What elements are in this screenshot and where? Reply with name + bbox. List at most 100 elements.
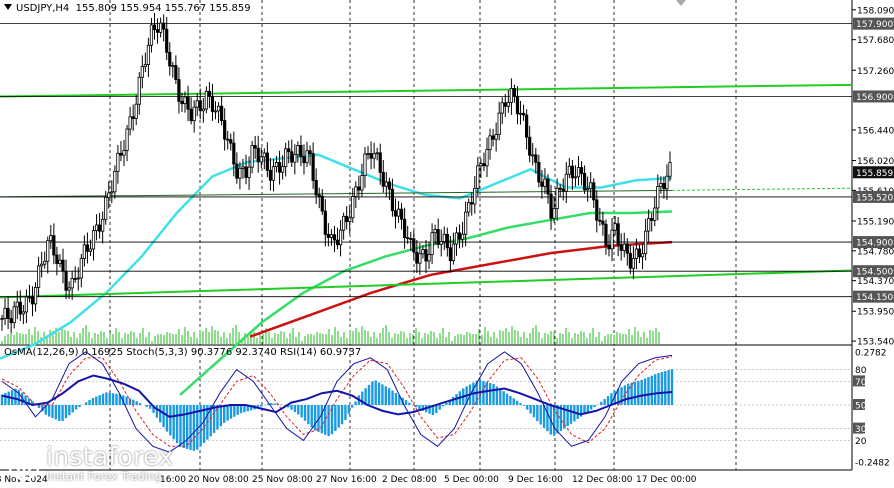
candle-body [509, 88, 513, 103]
candle-body [40, 263, 44, 267]
candle-body [454, 232, 459, 245]
candle-body [82, 244, 86, 259]
candle-body [360, 175, 364, 191]
trendline-upper [0, 83, 853, 98]
price-tick-label: 153.950 [857, 308, 894, 318]
price-level-tag: 154.900 [856, 239, 893, 249]
candle-body [427, 254, 431, 262]
candle-body [281, 166, 285, 173]
candlesticks [0, 13, 672, 334]
candle-body [619, 244, 623, 251]
candle-body [430, 232, 434, 256]
candle-body [6, 307, 10, 319]
candle-body [27, 296, 32, 299]
candle-body [119, 152, 123, 156]
rsi-line [1, 374, 673, 418]
candle-body [625, 243, 629, 254]
candle-body [518, 112, 523, 115]
candle-body [46, 240, 50, 262]
candle-body [512, 88, 517, 97]
candle-body [229, 139, 233, 144]
candle-body [162, 22, 166, 30]
candle-body [189, 108, 193, 122]
price-tick-label: 157.260 [857, 67, 894, 77]
candle-body [64, 270, 68, 291]
candle-body [528, 136, 532, 156]
chart-grid [0, 0, 853, 471]
candle-body [503, 102, 507, 107]
candle-body [613, 223, 617, 231]
candle-body [107, 192, 111, 198]
candle-body [372, 153, 376, 159]
candle-body [30, 296, 35, 305]
candle-body [104, 196, 108, 220]
oscillator-panel: 0.2782 80 70 50 30 20 -0.2482 [0, 349, 890, 469]
candle-body [521, 112, 526, 116]
candle-body [415, 251, 419, 264]
candle-body [564, 173, 568, 192]
candle-body [265, 152, 269, 171]
candle-body [70, 278, 74, 289]
candle-body [464, 211, 468, 235]
candle-body [570, 165, 574, 179]
candle-body [390, 188, 395, 212]
candle-body [79, 258, 83, 279]
candle-body [473, 187, 477, 205]
osc-axis-label: 30 [855, 425, 867, 435]
candle-body [375, 152, 379, 155]
osc-level-tag-bg [853, 375, 865, 387]
candle-body [500, 102, 504, 114]
candle-body [21, 311, 25, 315]
candle-body [305, 150, 309, 164]
candle-body [58, 259, 62, 264]
candle-body [302, 156, 306, 164]
price-level-tag: 156.900 [856, 93, 893, 103]
candle-body [412, 238, 416, 253]
candle-body [470, 202, 474, 205]
candle-body [363, 153, 367, 176]
candle-body [52, 235, 56, 256]
candle-body [409, 238, 413, 240]
trendline-mid-ext [671, 187, 853, 191]
candle-body [67, 287, 71, 291]
candle-body [659, 183, 663, 187]
candle-body [534, 154, 538, 163]
candle-body [497, 112, 501, 135]
candle-body [140, 66, 144, 78]
candle-body [134, 103, 138, 119]
candle-body [287, 148, 291, 153]
candle-body [607, 244, 611, 250]
candle-body [439, 241, 443, 245]
candle-body [573, 176, 578, 179]
candle-body [76, 277, 80, 280]
candle-body [61, 259, 65, 272]
candle-body [656, 186, 660, 209]
candle-body [515, 95, 520, 115]
price-tick-label: 153.540 [857, 338, 894, 348]
candle-body [268, 169, 273, 181]
candle-body [244, 166, 248, 178]
candle-body [457, 232, 462, 240]
candle-body [488, 135, 492, 150]
candle-body [460, 233, 465, 240]
candle-body [33, 286, 38, 305]
candle-body [49, 235, 53, 242]
dropdown-triangle-icon[interactable] [4, 4, 12, 10]
candle-body [143, 64, 147, 67]
price-tick-label: 157.680 [857, 36, 894, 46]
candle-body [634, 248, 639, 259]
candle-body [561, 188, 565, 192]
candle-body [37, 265, 41, 288]
candle-body [567, 165, 571, 175]
candle-body [665, 175, 669, 190]
price-level-tag-bg [853, 17, 894, 30]
candle-body [592, 182, 596, 201]
candle-body [467, 202, 471, 213]
time-axis-label: 2 Dec 08:00 [382, 475, 437, 485]
candle-body [338, 229, 343, 246]
price-tick-label: 156.020 [857, 157, 894, 167]
price-tick-label: 154.780 [857, 247, 894, 257]
candle-body [15, 301, 19, 308]
candle-body [357, 186, 361, 191]
candle-body [85, 244, 90, 252]
